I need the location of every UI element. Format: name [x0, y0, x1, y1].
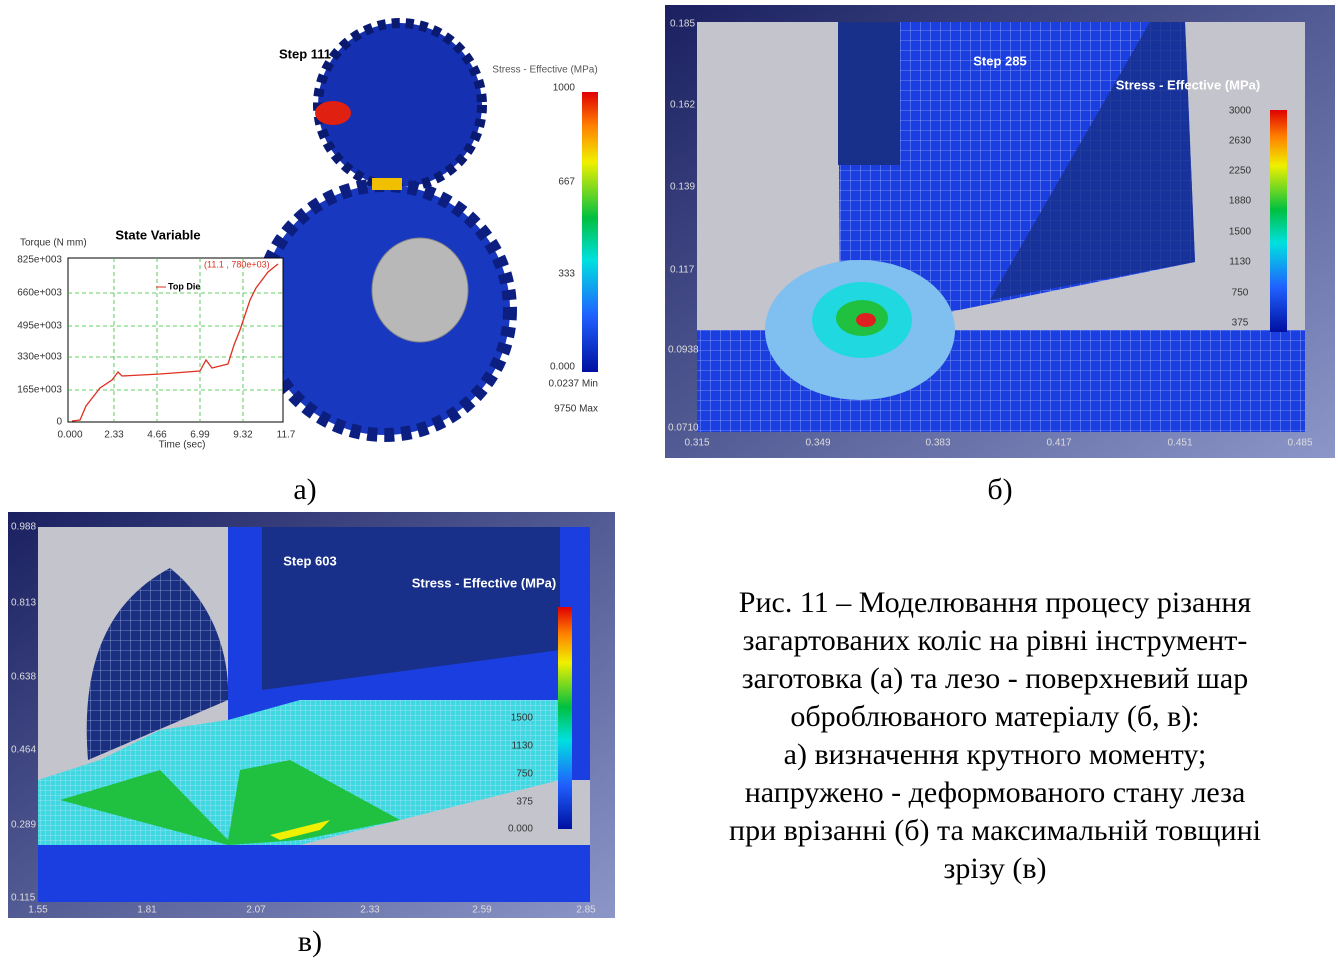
graph-annotation: (11.1 , 780e+03) — [204, 259, 270, 269]
panel-label: в) — [298, 925, 322, 958]
legend-tick: 1130 — [1229, 257, 1251, 268]
x-tick: 0.451 — [1167, 438, 1192, 449]
caption-line: а) визначення крутного моменту; — [784, 738, 1207, 771]
legend-tick: 375 — [1232, 318, 1249, 329]
color-bar — [558, 607, 572, 829]
step-label: Step 111 — [279, 46, 331, 61]
legend-tick: 1500 — [511, 713, 534, 724]
legend-tick: 2630 — [1229, 136, 1252, 147]
y-tick: 0.115 — [11, 893, 36, 904]
x-tick: 2.85 — [576, 905, 596, 916]
panel-label: б) — [987, 473, 1012, 506]
graph-legend: Top Die — [168, 281, 200, 291]
legend-tick: 750 — [516, 769, 533, 780]
caption-line: зрізу (в) — [943, 852, 1046, 885]
contact-zone — [372, 178, 402, 190]
y-tick: 0.0710 — [668, 423, 699, 434]
x-tick: 0.383 — [925, 438, 950, 449]
graph-x-tick: 11.7 — [277, 430, 296, 441]
x-tick: 1.55 — [28, 905, 48, 916]
graph-y-tick: 0 — [56, 417, 62, 428]
caption-line: при врізанні (б) та максимальній товщині — [729, 814, 1261, 847]
graph-x-label: Time (sec) — [159, 440, 206, 451]
panel-c: Step 603 Stress - Effective (MPa) 1500 1… — [8, 512, 615, 958]
legend-title: Stress - Effective (MPa) — [412, 575, 557, 590]
min-label: 0.0237 Min — [549, 379, 598, 390]
stress-zone — [856, 313, 876, 327]
graph-y-tick: 495e+003 — [17, 321, 62, 332]
legend-tick: 2250 — [1229, 166, 1252, 177]
x-tick: 1.81 — [137, 905, 157, 916]
gear-hub — [372, 238, 468, 342]
step-label: Step 285 — [973, 53, 1026, 68]
y-tick: 0.162 — [670, 100, 695, 111]
graph-x-tick: 0.000 — [57, 430, 82, 441]
legend-tick: 1500 — [1229, 227, 1252, 238]
x-tick: 0.315 — [684, 438, 709, 449]
legend-tick: 0.000 — [508, 824, 533, 835]
graph-x-tick: 9.32 — [233, 430, 253, 441]
panel-label: а) — [293, 473, 316, 506]
x-tick: 2.33 — [360, 905, 380, 916]
body: Step 111 Stress - Effective (MPa) 1000 6… — [0, 0, 1338, 965]
x-tick: 0.485 — [1287, 438, 1312, 449]
x-tick: 0.349 — [805, 438, 830, 449]
legend-tick: 0.000 — [550, 362, 575, 373]
legend-title: Stress - Effective (MPa) — [1116, 77, 1261, 92]
legend-tick: 3000 — [1229, 106, 1252, 117]
caption-line: оброблюваного матеріалу (б, в): — [790, 700, 1199, 733]
y-tick: 0.638 — [11, 672, 36, 683]
caption-line: заготовка (а) та лезо - поверхневий шар — [742, 662, 1248, 695]
stress-spot — [315, 101, 351, 125]
x-tick: 2.07 — [246, 905, 266, 916]
legend-tick: 333 — [558, 269, 575, 280]
y-tick: 0.139 — [670, 182, 695, 193]
graph-x-tick: 2.33 — [104, 430, 124, 441]
caption: Рис. 11 – Моделювання процесу різання за… — [729, 586, 1261, 885]
caption-line: напружено - деформованого стану леза — [745, 776, 1246, 809]
color-bar — [1270, 110, 1287, 332]
legend-tick: 375 — [516, 797, 533, 808]
y-tick: 0.988 — [11, 522, 36, 533]
legend-tick: 667 — [558, 177, 575, 188]
legend-title: Stress - Effective (MPa) — [492, 65, 597, 76]
x-tick: 2.59 — [472, 905, 492, 916]
legend-tick: 750 — [1232, 288, 1249, 299]
workpiece — [38, 845, 590, 902]
graph-y-tick: 660e+003 — [17, 288, 62, 299]
color-bar — [582, 92, 598, 372]
caption-line: загартованих коліс на рівні інструмент- — [743, 624, 1248, 657]
tool-dark — [838, 22, 900, 165]
legend-tick: 1130 — [511, 741, 533, 752]
graph-y-label: Torque (N mm) — [20, 238, 87, 249]
x-tick: 0.417 — [1046, 438, 1071, 449]
max-label: 9750 Max — [554, 404, 598, 415]
y-tick: 0.117 — [670, 265, 695, 276]
y-tick: 0.0938 — [668, 345, 699, 356]
legend-tick: 1000 — [553, 83, 576, 94]
y-tick: 0.813 — [11, 598, 36, 609]
figure: Step 111 Stress - Effective (MPa) 1000 6… — [0, 0, 1338, 965]
graph-y-tick: 165e+003 — [17, 385, 62, 396]
step-label: Step 603 — [283, 553, 336, 568]
caption-line: Рис. 11 – Моделювання процесу різання — [739, 586, 1252, 619]
graph-title: State Variable — [115, 227, 200, 242]
graph-y-tick: 825e+003 — [17, 255, 62, 266]
panel-a: Step 111 Stress - Effective (MPa) 1000 6… — [17, 23, 598, 506]
y-tick: 0.289 — [11, 820, 36, 831]
y-tick: 0.185 — [670, 19, 695, 30]
y-tick: 0.464 — [11, 745, 36, 756]
graph-y-tick: 330e+003 — [17, 352, 62, 363]
panel-b: Step 285 Stress - Effective (MPa) 3000 2… — [665, 5, 1335, 506]
legend-tick: 1880 — [1229, 196, 1252, 207]
page: Рис. 11 {"figure":{ "panel_a":{"label":"… — [0, 0, 1338, 965]
